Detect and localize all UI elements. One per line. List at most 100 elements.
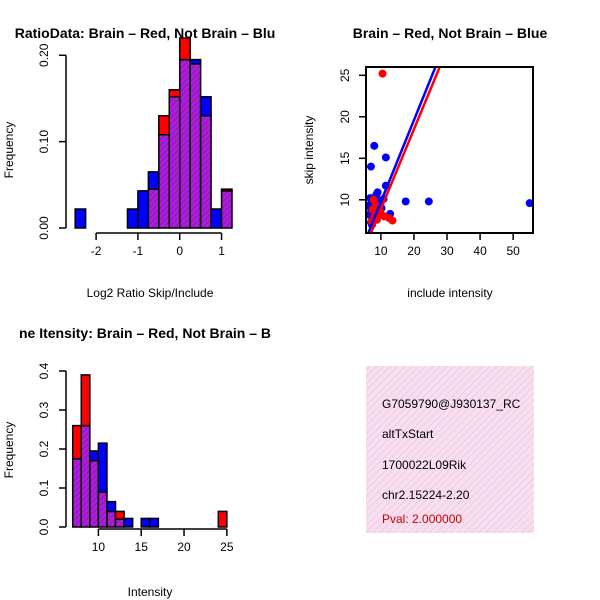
ratio-histogram-bin [147, 171, 160, 229]
intensity-scatter-panel: Brain – Red, Not Brain – Blue include in… [302, 25, 547, 300]
info-event-type: altTxStart [382, 427, 434, 441]
scatter-x-tick-label: 30 [440, 244, 454, 258]
scatter-fit-line-not-brain [367, 67, 437, 233]
ratio-histogram-bin [126, 208, 139, 229]
scatter-fit-line-brain [369, 67, 441, 233]
ratio-histogram-bar-overlap [178, 58, 191, 229]
intensity-histogram-bin [217, 510, 228, 528]
ratio-histogram-xlabel: Log2 Ratio Skip/Include [87, 286, 214, 300]
intensity-histogram-bin [140, 517, 151, 528]
scatter-x-tick-label: 10 [374, 244, 388, 258]
ratio-histogram-bin [189, 58, 202, 229]
ratio-histogram-bar-overlap [199, 114, 212, 229]
intensity-histogram-ylabel: Frequency [2, 422, 16, 479]
intensity-histogram-panel: ne Itensity: Brain – Red, Not Brain – B … [2, 325, 271, 599]
scatter-y-tick-label: 10 [338, 193, 352, 207]
ratio-histogram-x-tick-label: -1 [133, 244, 144, 258]
scatter-x-tick-label: 50 [506, 244, 520, 258]
scatter-point-not-brain [401, 197, 410, 206]
ratio-histogram-bar-not-brain [126, 208, 139, 229]
info-panel-background [366, 366, 534, 533]
intensity-histogram-bin [97, 442, 108, 528]
intensity-histogram-bar-overlap [89, 459, 100, 528]
info-probe-id: G7059790@J930137_RC [382, 397, 521, 411]
scatter-point-brain [378, 69, 387, 78]
intensity-histogram-bar-not-brain [106, 500, 117, 513]
ratio-histogram-x-tick-label: -2 [91, 244, 102, 258]
intensity-histogram-xlabel: Intensity [128, 585, 173, 599]
scatter-point-not-brain [370, 141, 379, 150]
ratio-histogram-bar-overlap [220, 190, 233, 229]
ratio-histogram-y-tick-label: 0.20 [37, 43, 51, 67]
info-pval: Pval: 2.000000 [382, 512, 462, 526]
intensity-histogram-y-tick-label: 0.0 [37, 518, 51, 535]
intensity-histogram-bar-brain [217, 510, 228, 528]
intensity-histogram-bar-overlap [97, 491, 108, 528]
ratio-histogram-bin [220, 188, 233, 229]
scatter-x-tick-label: 40 [473, 244, 487, 258]
intensity-histogram-bar-brain [80, 374, 91, 427]
intensity-histogram-bar-overlap [106, 510, 117, 528]
ratio-histogram-bar-brain [158, 114, 171, 136]
intensity-histogram-title: ne Itensity: Brain – Red, Not Brain – B [19, 325, 271, 341]
ratio-histogram-bin [74, 208, 87, 229]
ratio-histogram-bar-not-brain [74, 208, 87, 229]
ratio-histogram-y-tick-label: 0.10 [37, 130, 51, 154]
ratio-histogram-axes: -2 -1 0 1 0.00 0.10 0.20 [37, 43, 225, 258]
ratio-histogram-bar-not-brain [137, 190, 150, 229]
intensity-histogram-y-tick-label: 0.1 [37, 479, 51, 496]
ratio-histogram-bin [137, 190, 150, 229]
intensity-histogram-bar-brain [71, 424, 83, 460]
ratio-histogram-bar-not-brain [210, 208, 223, 229]
scatter-point-not-brain [366, 162, 375, 171]
scatter-point-not-brain [424, 197, 433, 206]
ratio-histogram-panel: RatioData: Brain – Red, Not Brain – Blu … [2, 25, 275, 300]
info-location: chr2.15224-2.20 [382, 488, 470, 502]
scatter-xlabel: include intensity [407, 286, 492, 300]
intensity-histogram-bin [123, 517, 134, 528]
info-gene-name: 1700022L09Rik [382, 458, 467, 472]
ratio-histogram-bin [178, 37, 191, 229]
scatter-y-tick-label: 25 [338, 68, 352, 82]
intensity-histogram-bin [149, 517, 160, 528]
intensity-histogram-y-tick-label: 0.4 [37, 362, 51, 379]
info-panel: G7059790@J930137_RC altTxStart 1700022L0… [366, 366, 534, 533]
intensity-histogram-bin [114, 510, 125, 528]
ratio-histogram-bin [158, 114, 171, 229]
intensity-histogram-bars [71, 374, 228, 528]
ratio-histogram-bin [210, 208, 223, 229]
intensity-histogram-bar-not-brain [123, 517, 134, 528]
intensity-histogram-bin [89, 450, 100, 528]
ratio-histogram-bin [168, 89, 181, 229]
ratio-histogram-bar-brain [178, 37, 191, 61]
intensity-histogram-y-tick-label: 0.2 [37, 440, 51, 457]
intensity-histogram-bar-overlap [80, 424, 91, 528]
scatter-points [366, 69, 533, 229]
ratio-histogram-ylabel: Frequency [2, 122, 16, 179]
scatter-plot-box [365, 66, 534, 234]
scatter-point-not-brain [373, 188, 382, 197]
intensity-histogram-axes: 10 15 20 25 0.0 0.1 0.2 0.3 0.4 [37, 362, 234, 554]
intensity-histogram-bin [71, 424, 83, 528]
intensity-histogram-x-tick-label: 20 [177, 540, 191, 554]
intensity-histogram-bar-not-brain [89, 450, 100, 462]
ratio-histogram-bin [199, 95, 212, 229]
intensity-histogram-bar-brain [114, 510, 125, 520]
ratio-histogram-title: RatioData: Brain – Red, Not Brain – Blu [15, 25, 276, 41]
ratio-histogram-bar-overlap [168, 95, 181, 229]
scatter-y-tick-label: 20 [338, 110, 352, 124]
intensity-histogram-bin [80, 374, 91, 528]
intensity-histogram-bar-not-brain [97, 442, 108, 493]
intensity-histogram-x-tick-label: 10 [92, 540, 106, 554]
scatter-point-brain [380, 212, 389, 221]
ratio-histogram-bar-overlap [158, 133, 171, 229]
intensity-histogram-bar-overlap [71, 458, 83, 528]
intensity-histogram-bar-not-brain [149, 517, 160, 528]
scatter-x-tick-label: 20 [407, 244, 421, 258]
ratio-histogram-bar-not-brain [147, 171, 160, 190]
intensity-histogram-x-tick-label: 25 [220, 540, 234, 554]
scatter-ylabel: skip intensity [302, 116, 316, 185]
scatter-title: Brain – Red, Not Brain – Blue [353, 25, 548, 41]
ratio-histogram-y-tick-label: 0.00 [37, 216, 51, 240]
scatter-axes: 10 20 30 40 50 10 15 20 25 [338, 68, 520, 258]
